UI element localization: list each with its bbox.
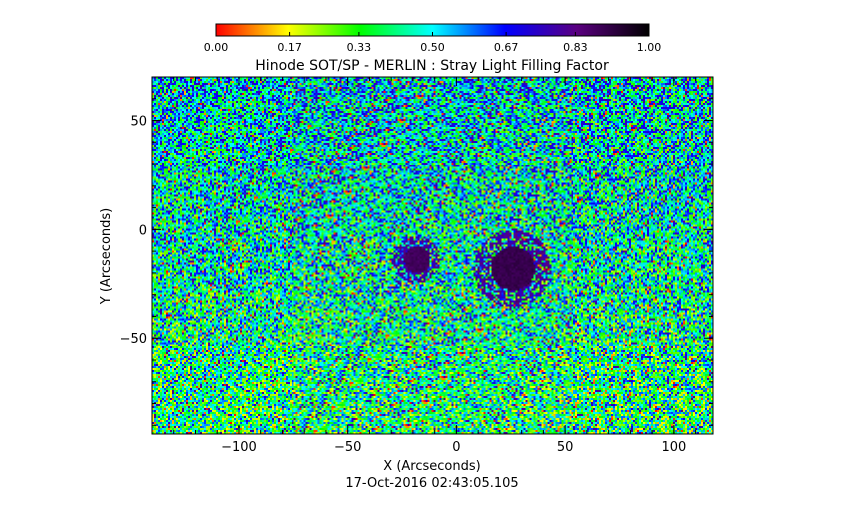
y-tick-label: 50 <box>130 115 147 130</box>
colorbar-tick-label: 0.67 <box>494 41 519 54</box>
colorbar-tick-label: 1.00 <box>637 41 662 54</box>
heatmap-image <box>152 77 713 434</box>
plot-frame <box>151 76 714 435</box>
colorbar: 0.00 0.17 0.33 0.50 0.67 0.83 1.00 <box>204 23 662 54</box>
colorbar-ticks: 0.00 0.17 0.33 0.50 0.67 0.83 1.00 <box>204 32 662 54</box>
axis-ticks: −100 −50 0 50 100 −50 0 50 <box>120 76 713 455</box>
chart-title: Hinode SOT/SP - MERLIN : Stray Light Fil… <box>255 58 609 74</box>
x-axis-label: X (Arcseconds) <box>383 459 480 474</box>
colorbar-tick-label: 0.83 <box>563 41 588 54</box>
x-tick-label: 0 <box>452 440 460 455</box>
colorbar-tick-label: 0.00 <box>204 41 229 54</box>
x-tick-label: −100 <box>221 440 257 455</box>
plot-area: −100 −50 0 50 100 −50 0 50 <box>120 76 714 455</box>
timestamp-label: 17-Oct-2016 02:43:05.105 <box>345 476 518 491</box>
colorbar-tick-label: 0.17 <box>277 41 302 54</box>
x-tick-label: −50 <box>334 440 361 455</box>
y-axis-label: Y (Arcseconds) <box>99 208 114 305</box>
x-tick-label: 50 <box>557 440 574 455</box>
x-tick-label: 100 <box>661 440 686 455</box>
colorbar-tick-label: 0.33 <box>347 41 372 54</box>
y-tick-label: 0 <box>139 223 147 238</box>
y-tick-label: −50 <box>120 332 147 347</box>
colorbar-tick-label: 0.50 <box>420 41 445 54</box>
